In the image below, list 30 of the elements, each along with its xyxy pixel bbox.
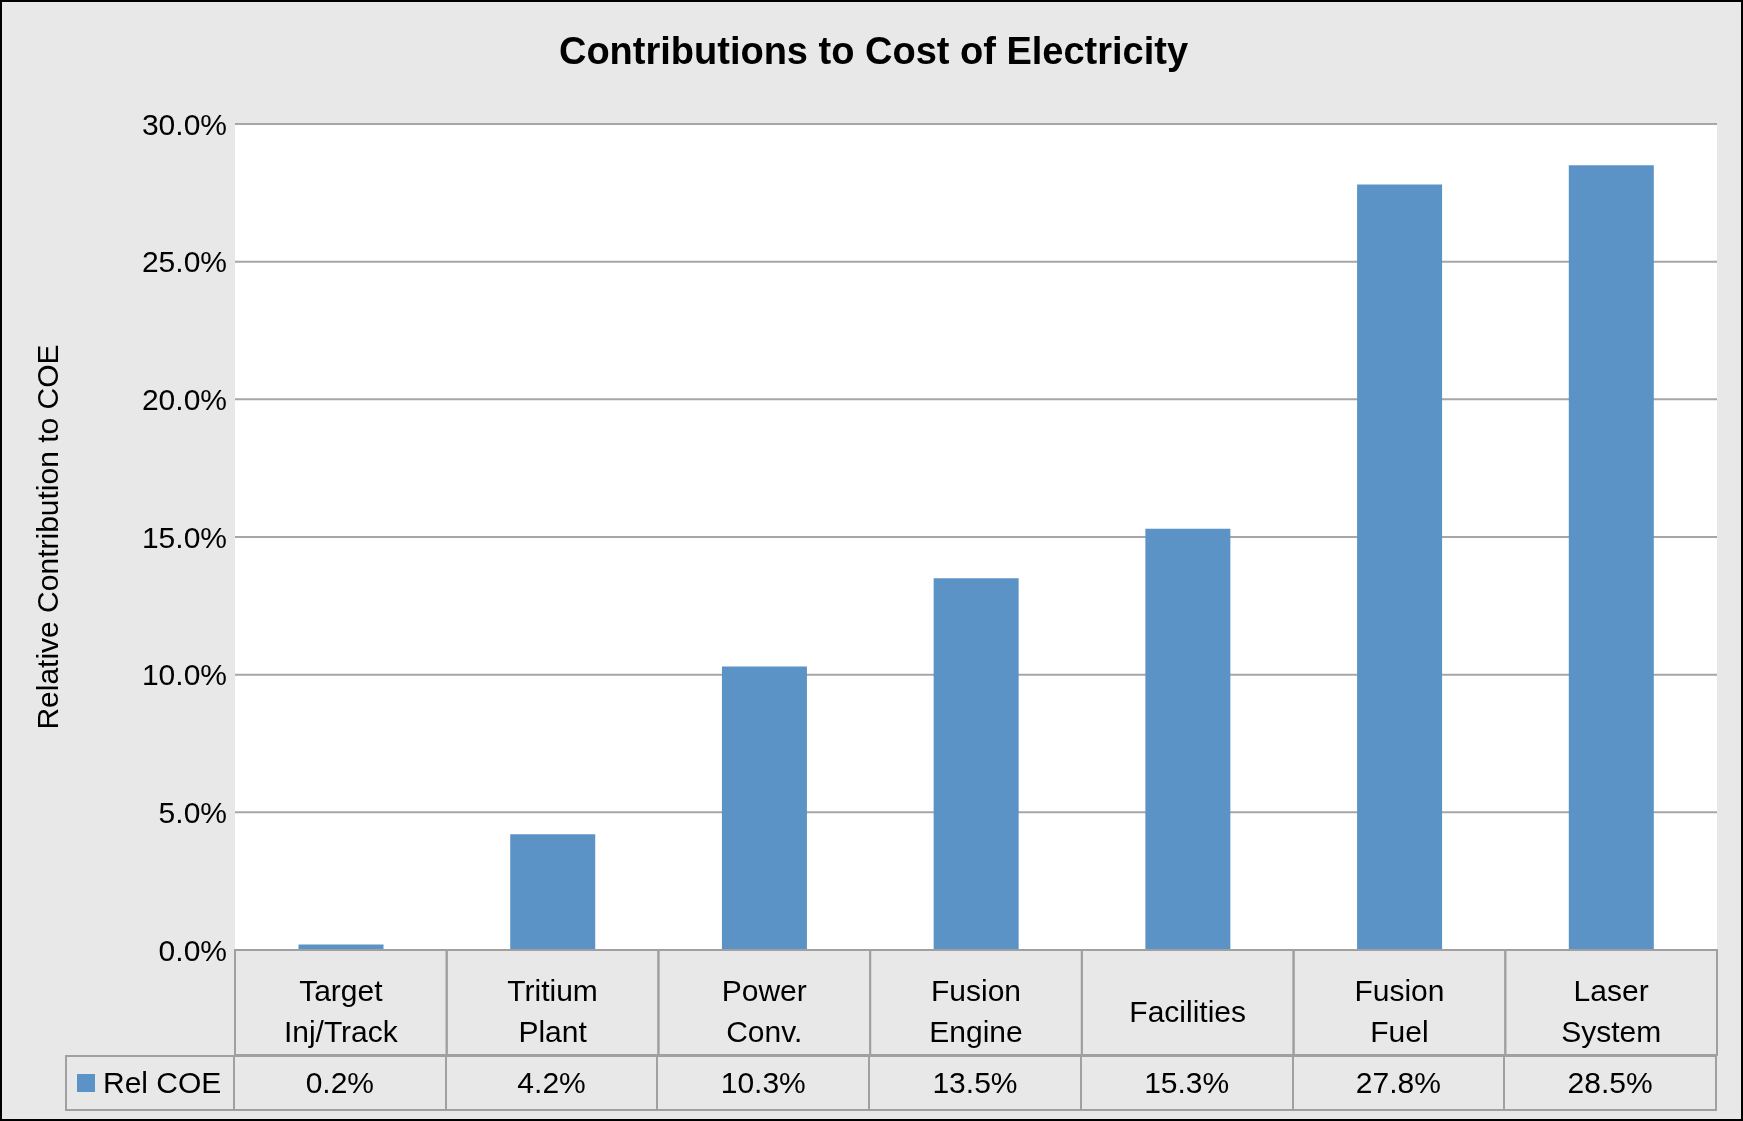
x-tick-label: Tritium Plant (507, 974, 598, 1048)
y-tick-label: 20.0% (141, 382, 227, 416)
data-label: 0.2% (235, 1055, 447, 1111)
legend-label: Rel COE (103, 1066, 222, 1100)
data-label: 15.3% (1081, 1055, 1294, 1111)
x-tick-label: Target Inj/Track (283, 974, 399, 1048)
y-tick-label: 10.0% (141, 658, 227, 692)
y-tick-label: 0.0% (158, 933, 227, 967)
data-label: 10.3% (658, 1055, 871, 1111)
x-tick-label: Laser System (1561, 974, 1662, 1048)
y-tick-label: 5.0% (158, 795, 227, 829)
x-tick-label: Fusion Fuel (1354, 974, 1445, 1048)
bar (721, 666, 807, 950)
bar (1145, 528, 1231, 950)
x-tick-label: Fusion Engine (929, 974, 1023, 1048)
y-tick-label: 30.0% (141, 107, 227, 141)
data-label: 27.8% (1293, 1055, 1506, 1111)
y-axis-title: Relative Contribution to COE (30, 344, 64, 730)
y-tick-label: 25.0% (141, 245, 227, 279)
data-label: 4.2% (446, 1055, 659, 1111)
bar (1568, 165, 1654, 950)
data-label: 28.5% (1505, 1055, 1717, 1111)
bar (933, 578, 1019, 950)
x-tick-label: Power Conv. (721, 974, 807, 1048)
x-tick-label: Facilities (1129, 994, 1247, 1028)
bar (1357, 184, 1443, 950)
bar (510, 834, 596, 950)
y-tick-label: 15.0% (141, 520, 227, 554)
data-label: 13.5% (870, 1055, 1082, 1111)
chart-title: Contributions to Cost of Electricity (557, 30, 1190, 73)
